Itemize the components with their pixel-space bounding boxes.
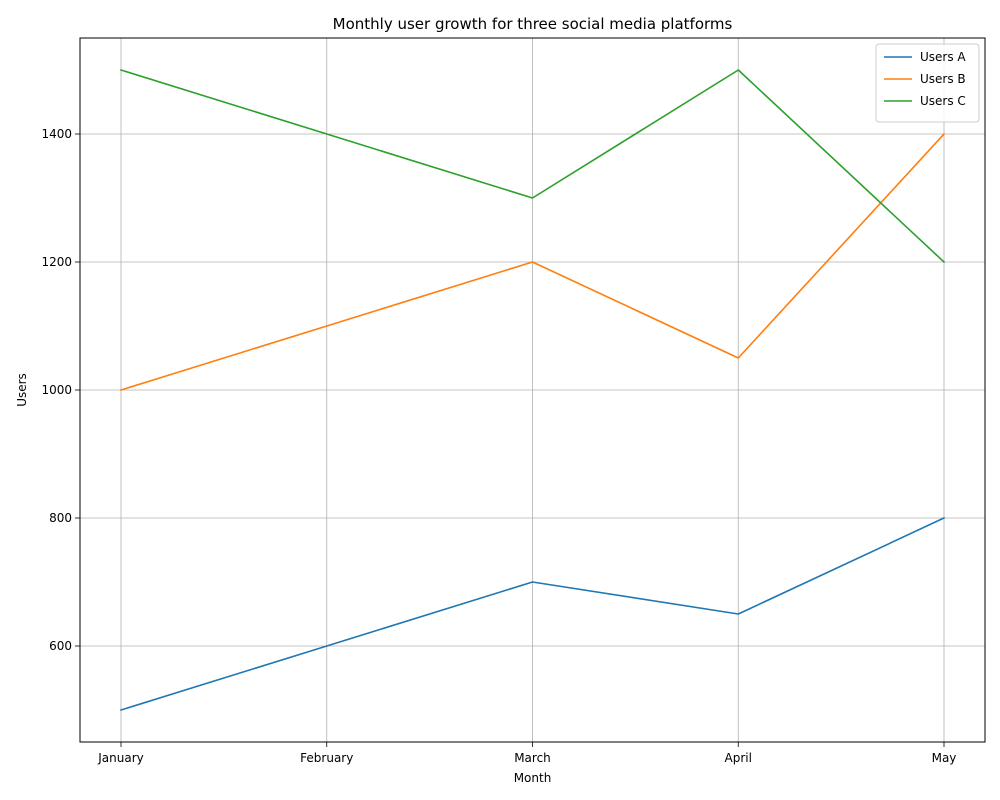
legend-box <box>875 43 980 123</box>
legend-label: Users C <box>920 94 966 108</box>
series-line-users-a <box>119 516 946 712</box>
x-axis-label: Month <box>514 771 552 785</box>
y-tick-label: 1200 <box>41 255 72 269</box>
chart-title: Monthly user growth for three social med… <box>333 15 733 33</box>
series-line-users-b <box>119 132 946 392</box>
y-axis-label: Users <box>15 373 29 407</box>
x-tick-label: January <box>97 751 144 765</box>
y-tick-label: 1400 <box>41 127 72 141</box>
axis-ticks: January February March April May 600 800 1000 12… <box>41 127 956 765</box>
x-tick-label: March <box>514 751 551 765</box>
x-tick-label: February <box>300 751 353 765</box>
legend-label: Users B <box>920 72 966 86</box>
x-tick-label: April <box>725 751 752 765</box>
legend: Users A Users B Users C <box>875 43 980 123</box>
y-tick-label: 1000 <box>41 383 72 397</box>
series-lines <box>119 68 946 712</box>
series-line-users-c <box>119 68 946 264</box>
legend-label: Users A <box>920 50 966 64</box>
y-tick-label: 600 <box>49 639 72 653</box>
y-tick-label: 800 <box>49 511 72 525</box>
x-tick-label: May <box>932 751 957 765</box>
